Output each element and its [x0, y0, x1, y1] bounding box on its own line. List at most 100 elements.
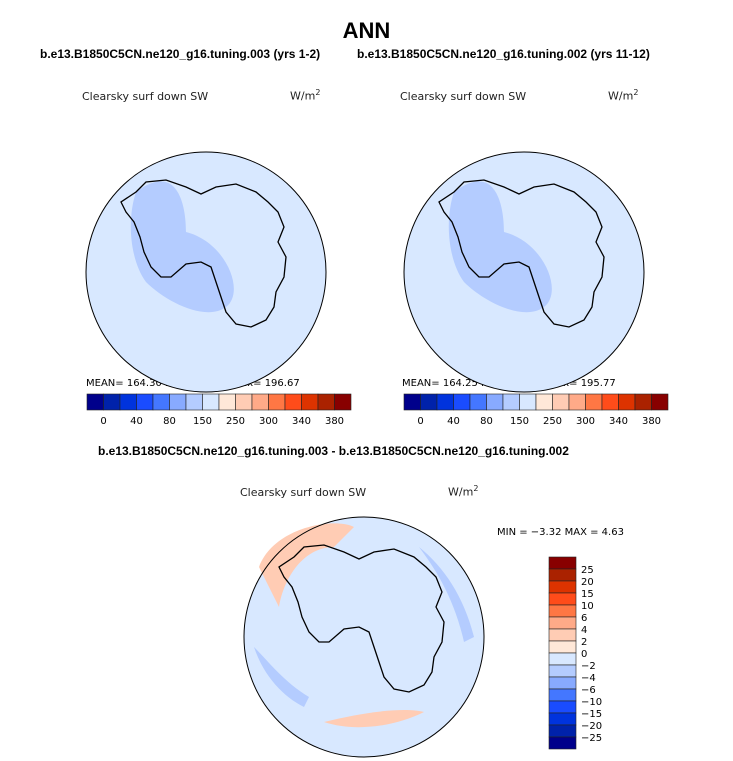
map-negative-region-3	[419, 547, 474, 642]
colorbar-swatch-3	[548, 592, 577, 606]
colorbar-label-3: 4	[581, 625, 587, 636]
colorbar-swatch-2	[453, 393, 471, 411]
colorbar-swatch-2	[651, 393, 669, 411]
colorbar-label-2: 250	[543, 416, 562, 427]
colorbar-label-3: −4	[581, 673, 596, 684]
colorbar-label-2: 380	[642, 416, 661, 427]
panel2-var: Clearsky surf down SW	[400, 90, 527, 103]
panel1-subtitle: b.e13.B1850C5CN.ne120_g16.tuning.003 (yr…	[40, 47, 321, 61]
panel3-stats: MIN = −3.32 MAX = 4.63	[497, 527, 624, 538]
colorbar-label-2: 0	[417, 416, 423, 427]
colorbar-label-1: 150	[193, 416, 212, 427]
colorbar-label-3: 0	[581, 649, 587, 660]
colorbar-swatch-1	[218, 393, 236, 411]
page-title: ANN	[342, 18, 391, 43]
colorbar-swatch-2	[585, 393, 603, 411]
colorbar-swatch-1	[268, 393, 286, 411]
map-border-3	[243, 516, 485, 758]
map-border-1	[85, 151, 327, 393]
colorbar-swatch-1	[301, 393, 319, 411]
colorbar-swatch-3	[548, 724, 577, 738]
panel3-units: W/m2	[448, 484, 479, 499]
colorbar-swatch-3	[548, 580, 577, 594]
antarctica-coastline-1	[120, 179, 287, 328]
colorbar-swatch-3	[548, 616, 577, 630]
colorbar-swatch-1	[169, 393, 187, 411]
colorbar-swatch-1	[185, 393, 203, 411]
colorbar-swatch-3	[548, 652, 577, 666]
colorbar-label-3: −25	[581, 733, 602, 744]
colorbar-swatch-2	[502, 393, 520, 411]
colorbar-swatch-3	[548, 568, 577, 582]
colorbar-label-3: 20	[581, 577, 594, 588]
colorbar-label-3: −10	[581, 697, 602, 708]
colorbar-label-2: 300	[576, 416, 595, 427]
colorbar-label-2: 150	[510, 416, 529, 427]
map-positive-region-3	[324, 710, 424, 728]
colorbar-label-1: 380	[325, 416, 344, 427]
colorbar-swatch-2	[486, 393, 504, 411]
antarctica-coastline-3	[278, 544, 445, 693]
colorbar-swatch-2	[436, 393, 454, 411]
colorbar-label-3: 6	[581, 613, 587, 624]
colorbar-label-3: −15	[581, 709, 602, 720]
colorbar-swatch-3	[548, 688, 577, 702]
colorbar-swatch-3	[548, 676, 577, 690]
colorbar-label-3: −6	[581, 685, 596, 696]
colorbar-swatch-2	[568, 393, 586, 411]
colorbar-swatch-2	[420, 393, 438, 411]
colorbar-swatch-2	[403, 393, 421, 411]
colorbar-swatch-1	[119, 393, 137, 411]
colorbar-label-2: 80	[480, 416, 493, 427]
colorbar-label-3: 15	[581, 589, 594, 600]
colorbar-swatch-2	[552, 393, 570, 411]
map-low-region-1	[130, 181, 234, 313]
panel3-var: Clearsky surf down SW	[240, 486, 367, 499]
colorbar-swatch-1	[317, 393, 335, 411]
colorbar-swatch-1	[136, 393, 154, 411]
colorbar-swatch-3	[548, 556, 577, 570]
colorbar-swatch-3	[548, 700, 577, 714]
colorbar-label-2: 340	[609, 416, 628, 427]
colorbar-swatch-1	[86, 393, 104, 411]
panel3-subtitle: b.e13.B1850C5CN.ne120_g16.tuning.003 - b…	[98, 444, 569, 458]
colorbar-swatch-3	[548, 712, 577, 726]
panel2-subtitle: b.e13.B1850C5CN.ne120_g16.tuning.002 (yr…	[357, 47, 650, 61]
colorbar-swatch-1	[152, 393, 170, 411]
colorbar-label-3: 25	[581, 565, 594, 576]
colorbar-label-1: 300	[259, 416, 278, 427]
colorbar-swatch-1	[334, 393, 352, 411]
colorbar-swatch-3	[548, 736, 577, 750]
colorbar-swatch-1	[284, 393, 302, 411]
antarctica-coastline-2	[438, 179, 605, 328]
colorbar-swatch-1	[202, 393, 220, 411]
colorbar-swatch-2	[519, 393, 537, 411]
colorbar-label-2: 40	[447, 416, 460, 427]
colorbar-swatch-1	[235, 393, 253, 411]
colorbar-label-3: −20	[581, 721, 602, 732]
colorbar-swatch-2	[535, 393, 553, 411]
colorbar-label-1: 340	[292, 416, 311, 427]
colorbar-swatch-1	[251, 393, 269, 411]
map-positive-region-3	[259, 523, 354, 607]
panel1-units: W/m2	[290, 88, 321, 103]
colorbar-swatch-2	[634, 393, 652, 411]
panel1-var: Clearsky surf down SW	[82, 90, 209, 103]
colorbar-label-3: 2	[581, 637, 587, 648]
colorbar-label-1: 0	[100, 416, 106, 427]
map-negative-region-3	[254, 647, 309, 707]
colorbar-swatch-2	[469, 393, 487, 411]
colorbar-label-1: 250	[226, 416, 245, 427]
colorbar-label-1: 80	[163, 416, 176, 427]
map-border-2	[403, 151, 645, 393]
panel2-units: W/m2	[608, 88, 639, 103]
colorbar-label-3: −2	[581, 661, 596, 672]
colorbar-swatch-3	[548, 664, 577, 678]
colorbar-swatch-3	[548, 628, 577, 642]
colorbar-label-3: 10	[581, 601, 594, 612]
colorbar-swatch-1	[103, 393, 121, 411]
colorbar-swatch-2	[618, 393, 636, 411]
colorbar-label-1: 40	[130, 416, 143, 427]
colorbar-swatch-3	[548, 640, 577, 654]
